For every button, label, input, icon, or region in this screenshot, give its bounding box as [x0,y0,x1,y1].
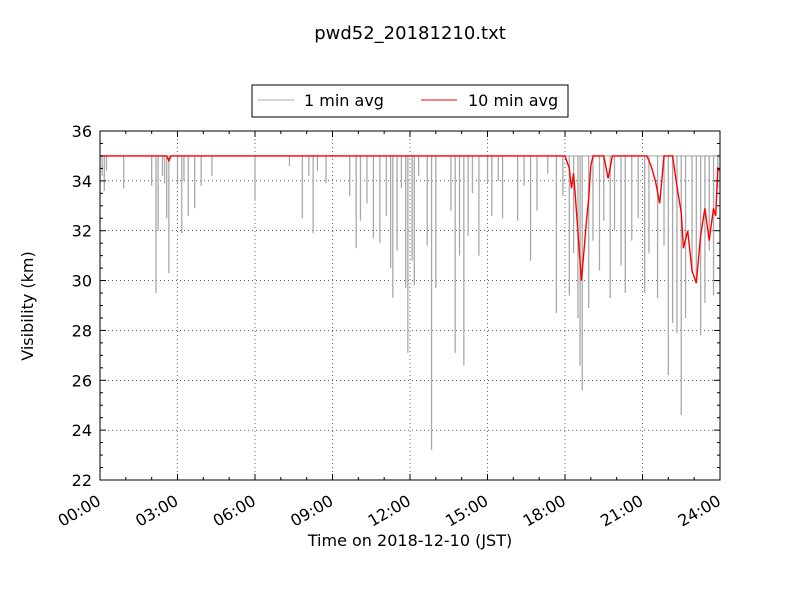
y-tick-label: 34 [72,172,92,191]
y-tick-label: 28 [72,321,92,340]
legend-label-1-min-avg: 1 min avg [304,91,384,110]
x-tick-label: 06:00 [210,491,259,531]
y-tick-label: 32 [72,222,92,241]
x-tick-label: 15:00 [442,491,491,531]
y-tick-label: 30 [72,272,92,291]
x-tick-label: 24:00 [675,491,724,531]
axis-ticks [99,130,721,481]
legend-box [251,84,569,118]
y-tick-label: 36 [72,122,92,141]
x-tick-label: 21:00 [597,491,646,531]
y-tick-label: 26 [72,371,92,390]
series-1-min-avg [100,155,720,451]
x-tick-label: 03:00 [132,491,181,531]
series-10-min-avg [100,155,721,284]
x-tick-label: 00:00 [55,491,104,531]
chart-title: pwd52_20181210.txt [314,23,506,44]
x-tick-label: 12:00 [365,491,414,531]
grid-lines [100,131,720,480]
legend: 1 min avg 10 min avg [251,84,569,118]
legend-label-10-min-avg: 10 min avg [468,91,558,110]
y-tick-labels: 22 24 26 28 30 32 34 36 [72,122,92,490]
y-tick-label: 22 [72,471,92,490]
x-tick-labels: 00:00 03:00 06:00 09:00 12:00 15:00 18:00 21:00… [55,491,724,531]
y-tick-label: 24 [72,421,92,440]
series-10-min-avg-line [100,155,721,284]
x-tick-label: 09:00 [287,491,336,531]
x-tick-label: 18:00 [520,491,569,531]
y-axis-label: Visibility (km) [18,251,37,360]
x-axis-label: Time on 2018-12-10 (JST) [307,531,512,550]
